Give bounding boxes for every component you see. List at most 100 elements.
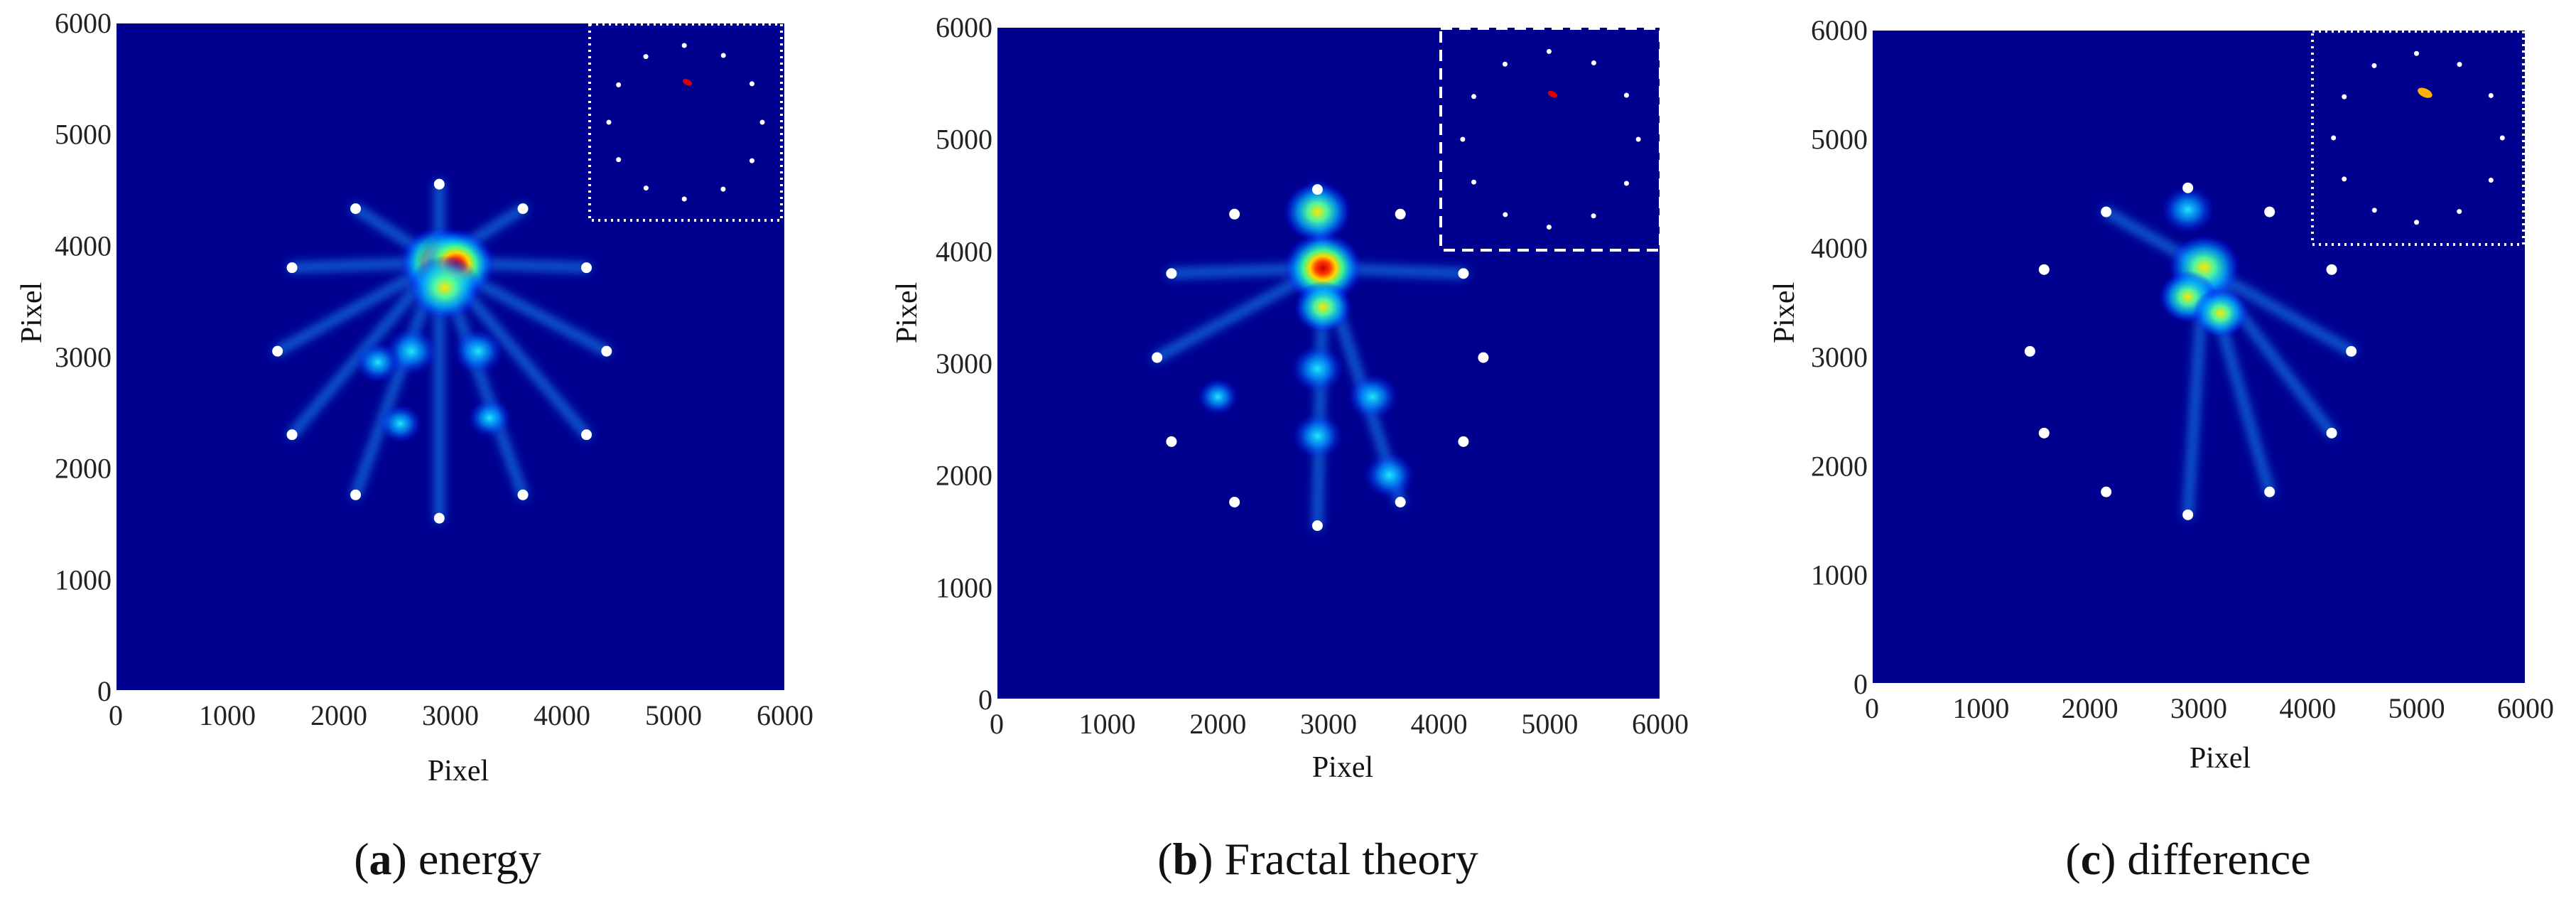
inset-sensor [2342,94,2347,99]
inset-sensor [1460,136,1466,142]
hotspot [467,398,512,438]
hotspot [2192,288,2248,338]
sensor-point [1478,352,1489,363]
x-tick-label: 6000 [1632,708,1689,740]
inset-sensor [749,81,754,87]
panel-a-ylabel: Pixel [16,282,48,343]
panel-c-caption-text: difference [2127,834,2310,884]
inset-sensor [2499,135,2505,141]
y-tick-label: 4000 [936,235,992,267]
sensor-point [2038,264,2050,275]
inset [588,23,783,222]
hotspot [453,328,504,375]
sensor-point [2264,206,2275,217]
inset-sensor [1591,60,1596,65]
hotspot [1291,345,1344,393]
x-tick-label: 0 [990,708,1004,740]
y-tick-label: 3000 [1811,341,1868,373]
x-tick-label: 3000 [422,699,479,731]
sensor-point [2326,264,2337,275]
hotspot [1292,413,1343,459]
sensor-point [433,512,445,524]
y-tick-label: 2000 [936,460,992,492]
inset-sensor [1471,179,1477,185]
inset-sensor [2342,176,2347,182]
inset-source-marker [682,79,693,86]
heat-field [2101,185,2356,520]
y-tick-label: 4000 [1811,232,1868,264]
hotspot [1364,452,1415,498]
y-tick-label: 5000 [1811,123,1868,155]
x-tick-label: 1000 [1079,708,1136,740]
sensor-point [581,429,592,441]
plot-frame [115,22,786,692]
x-tick-label: 2000 [1189,708,1246,740]
x-tick-label: 4000 [1411,708,1468,740]
heat-field [272,179,612,524]
inset-frame [2311,30,2525,246]
sensor-point [2024,345,2035,357]
inset-sensor [2457,209,2462,215]
hotspot [2161,185,2214,234]
sensor-point [1458,436,1469,447]
inset-sensor [2414,50,2420,56]
x-tick-label: 3000 [1300,708,1357,740]
hotspot [408,255,482,321]
y-tick-label: 0 [97,675,112,707]
panel-a-caption: (a) energy [354,834,541,884]
sensor-point [2346,345,2357,357]
panel-a-xlabel: Pixel [428,755,489,787]
x-tick-label: 4000 [2279,692,2336,724]
inset [1439,27,1662,252]
y-tick-label: 2000 [1811,450,1868,482]
inset-sensor [1623,92,1629,98]
y-tick-label: 0 [978,684,992,716]
sensor-point [2264,486,2275,497]
inset-sensor [2414,220,2420,225]
hotspot [1347,374,1398,420]
panel-c-caption-letter: c [2081,834,2101,884]
panel-b-caption-text: Fractal theory [1225,834,1478,884]
y-tick-label: 4000 [55,230,112,262]
x-tick-label: 4000 [534,699,590,731]
x-tick-label: 5000 [2388,692,2445,724]
hotspot [1294,281,1352,333]
inset-sensor [2488,178,2494,183]
inset-sensor [720,186,726,192]
inset-sensor [1591,213,1596,219]
inset-sensor [1502,61,1508,67]
x-tick-label: 2000 [310,699,367,731]
y-tick-label: 6000 [55,7,112,39]
inset-source-marker [1547,90,1557,98]
y-tick-label: 1000 [1811,559,1868,591]
sensor-point [2326,427,2337,439]
panel-b: 0 1000 2000 3000 4000 5000 6000 0 1000 2000 3000 40… [891,11,1689,884]
sensor-point [1166,268,1177,279]
sensor-layer [272,178,612,524]
sensor-point [350,203,362,215]
inset-sensor [1546,48,1552,54]
panel-a-plot: 0 1000 2000 3000 4000 5000 6000 0 1000 2000 3000 40… [55,7,813,731]
x-tick-label: 6000 [757,699,813,731]
panel-c-caption: (c) difference [2065,834,2310,884]
inset-sensor [681,43,687,48]
sensor-point [286,429,298,441]
heat-field [1152,181,1468,531]
inset-sensor [759,119,765,125]
sensor-point [1166,436,1177,447]
panel-c-plot: 0 1000 2000 3000 4000 5000 6000 0 1000 2000 3000 40… [1811,14,2554,724]
sensor-layer [1152,184,1489,532]
sensor-point [2182,509,2194,520]
inset-sensor [616,157,622,163]
x-tick-label: 0 [1865,692,1879,724]
sensor-point [2101,206,2112,217]
y-tick-label: 5000 [55,119,112,151]
inset-sensor [720,53,726,58]
hotspot [355,341,401,383]
y-tick-label: 3000 [55,341,112,373]
panel-b-plot: 0 1000 2000 3000 4000 5000 6000 0 1000 2000 3000 40… [936,11,1689,740]
x-tick-label: 1000 [199,699,256,731]
sensor-point [272,345,283,357]
inset-sensor [1471,94,1477,99]
